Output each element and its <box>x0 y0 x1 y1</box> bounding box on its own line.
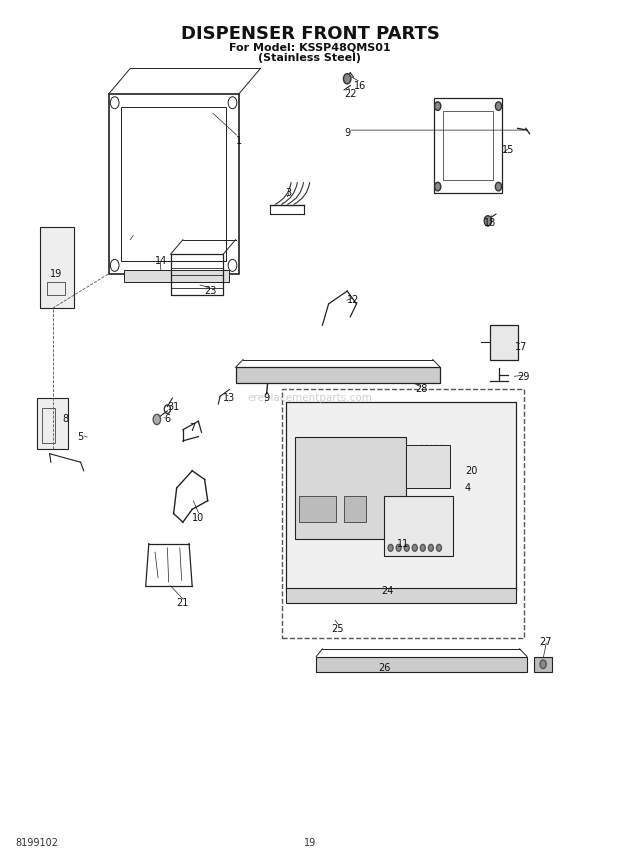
Circle shape <box>435 182 441 191</box>
Text: 1: 1 <box>236 136 242 146</box>
Text: 4: 4 <box>465 483 471 493</box>
Text: 17: 17 <box>515 342 527 352</box>
Bar <box>37 398 68 449</box>
Circle shape <box>435 102 441 110</box>
Bar <box>121 107 226 261</box>
Text: 3: 3 <box>285 187 291 198</box>
Bar <box>384 496 453 556</box>
Text: 16: 16 <box>353 80 366 91</box>
Text: ereplacementparts.com: ereplacementparts.com <box>247 393 373 403</box>
Bar <box>40 227 74 308</box>
Text: 21: 21 <box>177 598 189 609</box>
Text: 25: 25 <box>332 624 344 634</box>
Text: 27: 27 <box>539 637 552 647</box>
Bar <box>42 408 55 443</box>
Text: 7: 7 <box>189 423 195 433</box>
Circle shape <box>153 414 161 425</box>
Bar <box>534 657 552 672</box>
Text: 14: 14 <box>155 256 167 266</box>
Circle shape <box>396 544 401 551</box>
Text: 28: 28 <box>415 384 428 395</box>
Text: 19: 19 <box>304 838 316 848</box>
Bar <box>434 98 502 193</box>
Text: 13: 13 <box>223 393 236 403</box>
Text: 31: 31 <box>167 401 180 412</box>
Text: 24: 24 <box>381 586 394 596</box>
Text: For Model: KSSP48QMS01: For Model: KSSP48QMS01 <box>229 42 391 52</box>
Text: 20: 20 <box>465 466 477 476</box>
Text: 8: 8 <box>62 414 68 425</box>
Text: 9: 9 <box>264 393 270 403</box>
Circle shape <box>428 544 433 551</box>
Text: 26: 26 <box>378 663 391 673</box>
Circle shape <box>495 102 502 110</box>
Text: (Stainless Steel): (Stainless Steel) <box>259 53 361 63</box>
Bar <box>443 111 493 180</box>
Circle shape <box>388 544 393 551</box>
Text: 8199102: 8199102 <box>16 838 58 848</box>
Circle shape <box>540 660 546 669</box>
Bar <box>344 496 366 522</box>
Bar <box>316 657 527 672</box>
Text: 11: 11 <box>397 538 409 549</box>
Bar <box>282 389 524 638</box>
Text: 29: 29 <box>518 372 530 382</box>
Bar <box>406 445 450 488</box>
Circle shape <box>484 216 492 226</box>
Text: 18: 18 <box>484 217 496 228</box>
Text: 22: 22 <box>344 89 356 99</box>
Text: 9: 9 <box>344 128 350 138</box>
Circle shape <box>436 544 441 551</box>
Bar <box>299 496 336 522</box>
Text: 6: 6 <box>164 414 171 425</box>
Bar <box>46 282 65 295</box>
Text: 19: 19 <box>50 269 62 279</box>
Bar <box>170 254 223 295</box>
Circle shape <box>412 544 417 551</box>
Bar <box>108 94 239 274</box>
Bar <box>286 402 516 591</box>
Text: 23: 23 <box>205 286 217 296</box>
Bar <box>286 588 516 603</box>
Text: 5: 5 <box>78 431 84 442</box>
Circle shape <box>343 74 351 84</box>
Circle shape <box>495 182 502 191</box>
Text: 12: 12 <box>347 294 360 305</box>
Circle shape <box>404 544 409 551</box>
Text: 10: 10 <box>192 513 205 523</box>
Bar <box>294 437 406 539</box>
Bar <box>124 270 229 282</box>
Bar <box>236 367 440 383</box>
Bar <box>490 325 518 360</box>
Text: DISPENSER FRONT PARTS: DISPENSER FRONT PARTS <box>180 25 440 44</box>
Text: 15: 15 <box>502 145 515 155</box>
Circle shape <box>420 544 425 551</box>
